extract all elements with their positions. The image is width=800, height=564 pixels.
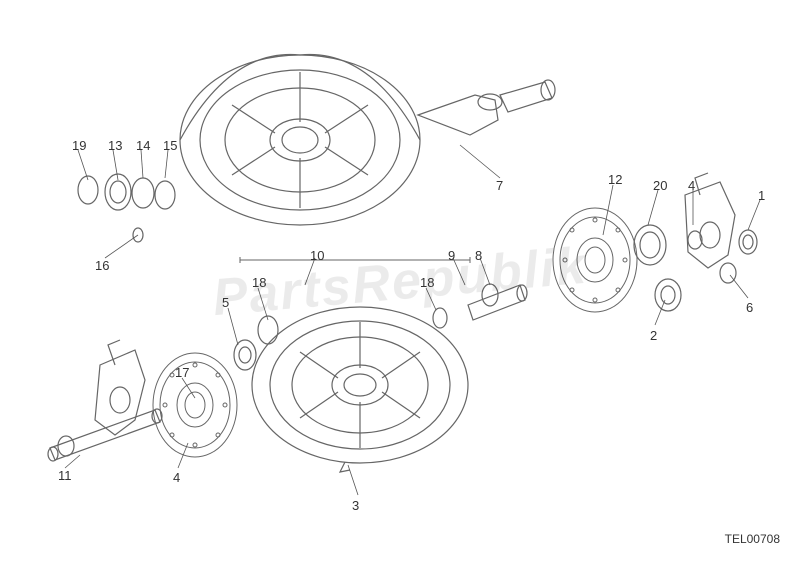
- callout-7: 7: [496, 178, 503, 193]
- rear-wheel-group: [180, 55, 420, 225]
- callout-4: 4: [173, 470, 180, 485]
- callout-3: 3: [352, 498, 359, 513]
- callout-2: 2: [650, 328, 657, 343]
- drawing-number: TEL00708: [725, 532, 780, 546]
- callout-6: 6: [746, 300, 753, 315]
- callout-5: 5: [222, 295, 229, 310]
- callout-lines: [65, 145, 760, 495]
- callout-1: 1: [758, 188, 765, 203]
- callout-4: 4: [688, 178, 695, 193]
- diagram-container: PartsRepublik 19131415167109818181220416…: [0, 0, 800, 564]
- callout-11: 11: [58, 468, 72, 483]
- front-disc-left-group: [153, 353, 237, 457]
- callout-8: 8: [475, 248, 482, 263]
- callout-10: 10: [310, 248, 324, 263]
- callout-13: 13: [108, 138, 122, 153]
- callout-16: 16: [95, 258, 109, 273]
- callout-9: 9: [448, 248, 455, 263]
- callout-15: 15: [163, 138, 177, 153]
- callout-18: 18: [420, 275, 434, 290]
- callout-17: 17: [175, 365, 189, 380]
- callout-19: 19: [72, 138, 86, 153]
- callout-20: 20: [653, 178, 667, 193]
- callout-12: 12: [608, 172, 622, 187]
- rear-seal-group: [78, 174, 175, 242]
- fork-left-group: [95, 340, 145, 435]
- front-wheel-group: [252, 307, 468, 472]
- callout-18: 18: [252, 275, 266, 290]
- callout-14: 14: [136, 138, 150, 153]
- front-axle-group: [48, 409, 162, 461]
- abs-ring-group: [634, 225, 681, 311]
- rear-axle-group: [418, 80, 555, 135]
